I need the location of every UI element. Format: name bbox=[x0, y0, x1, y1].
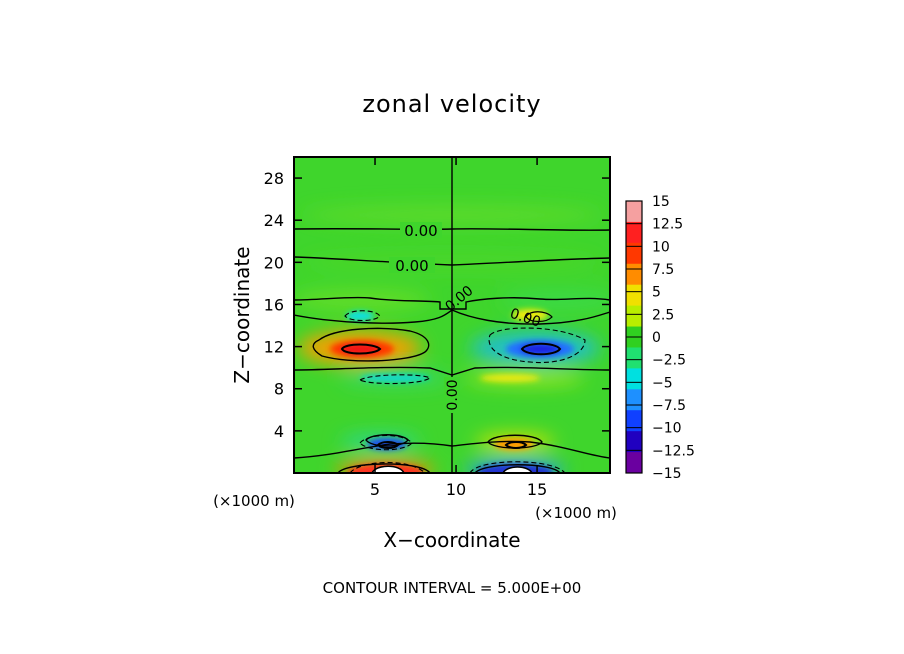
plot-frame bbox=[293, 156, 611, 474]
colorbar-label: 2.5 bbox=[652, 307, 674, 323]
colorbar-label: 15 bbox=[652, 194, 670, 210]
x-tick-label: 10 bbox=[446, 480, 466, 499]
colorbar: 15 12.5 10 7.5 5 2.5 0 −2.5 −5 −7.5 −10 −12.5 −15 bbox=[625, 194, 695, 482]
colorbar-label: 7.5 bbox=[652, 262, 674, 278]
x-tick-label: 15 bbox=[527, 480, 547, 499]
colorbar-segment bbox=[626, 305, 642, 328]
x-tick-label: 5 bbox=[370, 480, 380, 499]
colorbar-segment bbox=[626, 221, 642, 244]
colorbar-segment bbox=[626, 347, 642, 369]
colorbar-segment bbox=[626, 263, 642, 286]
colorbar-segment bbox=[626, 368, 642, 390]
colorbar-label: 10 bbox=[652, 239, 670, 255]
colorbar-label: −2.5 bbox=[652, 353, 686, 369]
colorbar-label: −7.5 bbox=[652, 398, 686, 414]
tick-layer: 5 10 15 4 8 12 16 20 24 28 bbox=[264, 157, 610, 499]
y-axis-label: Z−coordinate bbox=[230, 246, 254, 383]
y-tick-label: 28 bbox=[264, 169, 284, 188]
colorbar-label: −10 bbox=[652, 421, 682, 437]
colorbar-label: 12.5 bbox=[652, 217, 683, 233]
x-unit-right: (×1000 m) bbox=[535, 504, 617, 522]
colorbar-label: −15 bbox=[652, 466, 682, 482]
y-tick-label: 20 bbox=[264, 253, 284, 272]
colorbar-segment bbox=[626, 431, 642, 453]
contour-interval-footer: CONTOUR INTERVAL = 5.000E+00 bbox=[323, 579, 582, 597]
chart-title: zonal velocity bbox=[362, 90, 541, 118]
y-tick-label: 12 bbox=[264, 338, 284, 357]
colorbar-label: 0 bbox=[652, 330, 661, 346]
y-tick-label: 24 bbox=[264, 211, 284, 230]
colorbar-segment bbox=[626, 242, 642, 265]
colorbar-segment bbox=[626, 201, 642, 223]
colorbar-segment bbox=[626, 389, 642, 411]
colorbar-label: −5 bbox=[652, 375, 673, 391]
contour-label: 0.00 bbox=[395, 257, 428, 275]
y-tick-label: 8 bbox=[274, 380, 284, 399]
y-tick-label: 4 bbox=[274, 422, 284, 441]
contour-label: 0.00 bbox=[445, 379, 461, 410]
x-unit-left: (×1000 m) bbox=[213, 492, 295, 510]
x-axis-label: X−coordinate bbox=[383, 528, 520, 552]
colorbar-label: 5 bbox=[652, 285, 661, 301]
colorbar-segment bbox=[626, 452, 642, 474]
colorbar-segment bbox=[626, 284, 642, 307]
contour-label: 0.00 bbox=[404, 222, 437, 240]
y-tick-label: 16 bbox=[264, 295, 284, 314]
colorbar-label: −12.5 bbox=[652, 443, 695, 459]
colorbar-segment bbox=[626, 410, 642, 432]
contour-lines-dashed bbox=[344, 310, 586, 473]
plot-area: 0.00 0.00 0.00 0.00 0.00 bbox=[294, 157, 610, 473]
